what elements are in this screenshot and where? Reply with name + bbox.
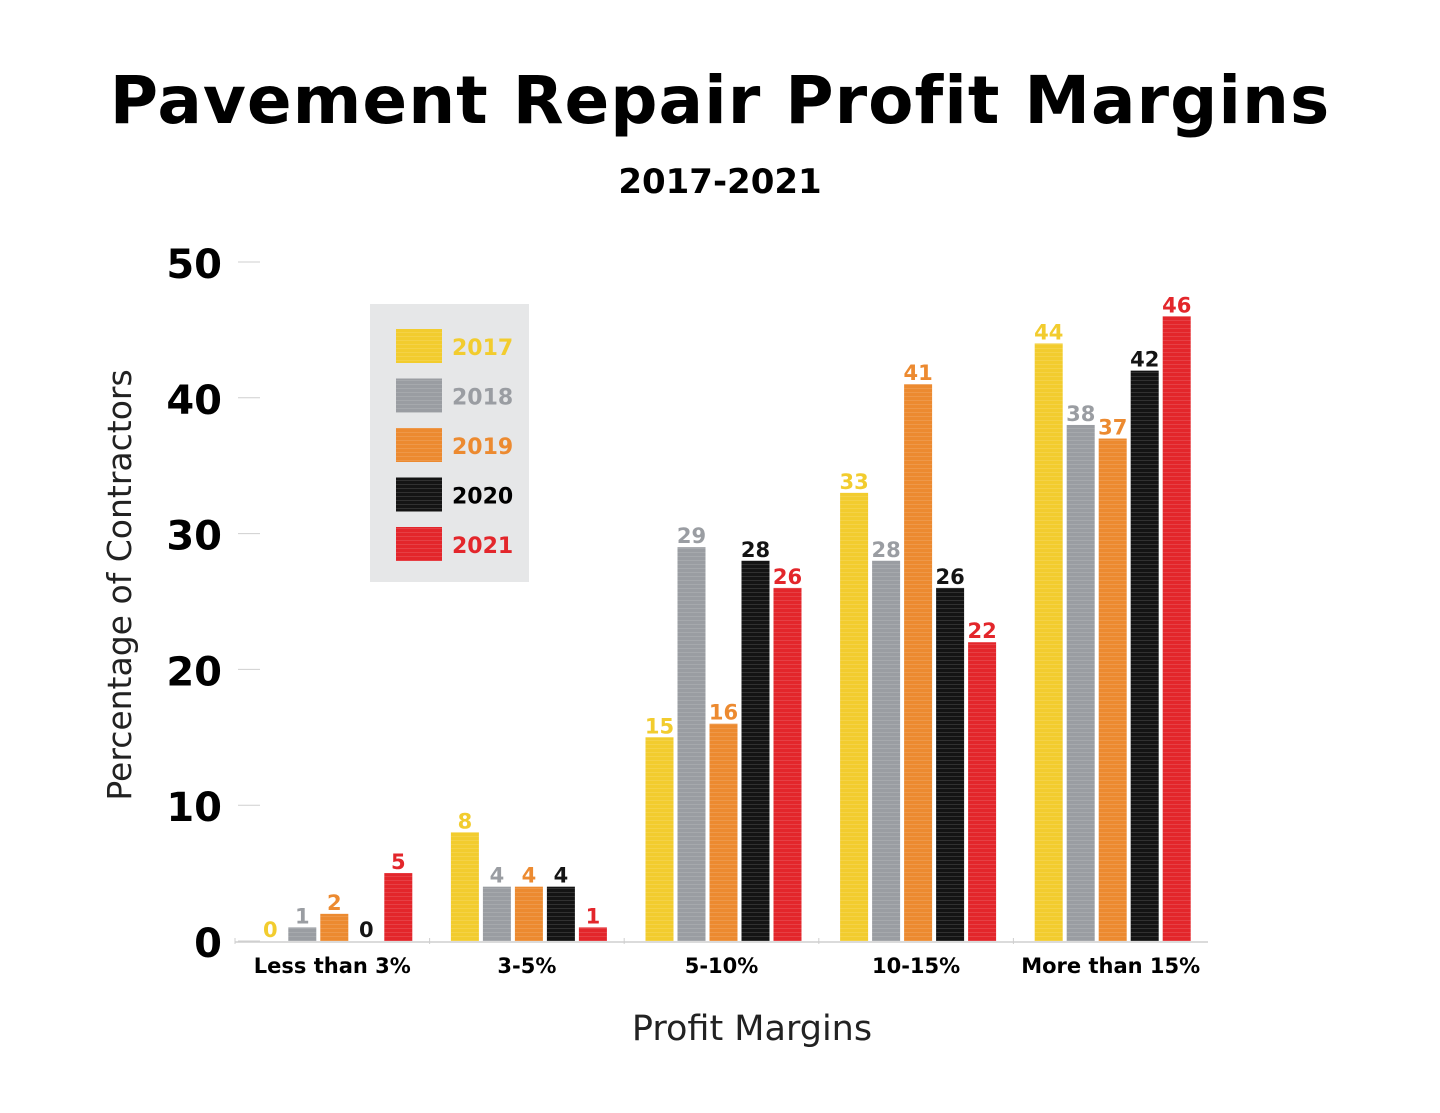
bar-texture-2021 <box>773 587 802 941</box>
bar-texture-2020 <box>1130 370 1159 941</box>
bar-texture-2021 <box>384 873 413 941</box>
data-label: 15 <box>645 714 674 738</box>
data-label: 46 <box>1162 293 1191 317</box>
chart-title: Pavement Repair Profit Margins <box>109 62 1331 139</box>
legend-label-2021: 2021 <box>452 534 513 559</box>
y-tick-label: 50 <box>166 242 222 288</box>
x-tick-label: 10-15% <box>872 954 960 978</box>
data-label: 42 <box>1130 348 1159 372</box>
bar-texture-2018 <box>1066 424 1095 942</box>
bar-texture-2017 <box>840 492 869 941</box>
y-tick-label: 40 <box>166 378 222 424</box>
data-label: 28 <box>871 538 900 562</box>
legend-label-2018: 2018 <box>452 386 513 411</box>
data-label: 41 <box>903 361 932 385</box>
bar-texture-2019 <box>1098 438 1127 941</box>
bar-texture-2018 <box>677 547 706 941</box>
chart-subtitle: 2017-2021 <box>618 162 822 202</box>
legend-label-2020: 2020 <box>452 485 513 510</box>
legend-label-2019: 2019 <box>452 435 513 460</box>
y-tick-label: 10 <box>166 785 222 831</box>
data-label: 26 <box>773 565 802 589</box>
x-tick-label: 3-5% <box>497 954 556 978</box>
data-label: 28 <box>741 538 770 562</box>
bar-texture-2021 <box>1162 316 1191 941</box>
bar-texture-2019 <box>709 723 738 941</box>
legend-swatch-texture <box>396 527 442 561</box>
data-label: 29 <box>677 524 706 548</box>
legend-swatch-texture <box>396 477 442 512</box>
data-label: 22 <box>967 619 996 643</box>
bar-texture-2017 <box>1034 343 1063 942</box>
data-label: 8 <box>458 809 473 833</box>
data-label: 38 <box>1066 402 1095 426</box>
data-label: 33 <box>839 470 868 494</box>
data-label: 44 <box>1034 320 1063 344</box>
bar-texture-2018 <box>288 927 317 941</box>
y-tick-label: 20 <box>166 649 222 695</box>
bar-texture-2020 <box>936 587 965 941</box>
data-label: 5 <box>391 850 406 874</box>
bar-texture-2017 <box>450 832 479 941</box>
bar-texture-2019 <box>904 384 933 942</box>
data-label: 37 <box>1098 416 1127 440</box>
bar-texture-2019 <box>514 886 543 941</box>
x-axis-label: Profit Margins <box>632 1009 872 1049</box>
x-tick-label: More than 15% <box>1021 954 1200 978</box>
data-label: 26 <box>935 565 964 589</box>
bar-texture-2017 <box>645 737 674 941</box>
legend-swatch-texture <box>396 378 442 413</box>
data-label: 2 <box>327 891 342 915</box>
legend-swatch-texture <box>396 329 442 363</box>
data-label: 4 <box>522 864 537 888</box>
data-label: 1 <box>586 904 601 928</box>
bar-texture-2021 <box>578 927 607 941</box>
data-label: 16 <box>709 701 738 725</box>
data-label: 4 <box>490 864 505 888</box>
y-axis-label: Percentage of Contractors <box>100 369 139 800</box>
legend-swatch-texture <box>396 428 442 462</box>
bar-texture-2020 <box>741 560 770 941</box>
x-tick-label: 5-10% <box>685 954 759 978</box>
x-tick-label: Less than 3% <box>254 954 411 978</box>
bar-texture-2020 <box>546 886 575 941</box>
data-label: 1 <box>295 904 310 928</box>
y-tick-label: 0 <box>194 921 222 967</box>
bar-texture-2019 <box>320 913 349 941</box>
legend-label-2017: 2017 <box>452 336 513 361</box>
bar-texture-2018 <box>872 560 901 941</box>
bar-texture-2021 <box>968 642 997 941</box>
y-tick-label: 30 <box>166 514 222 560</box>
data-label: 0 <box>359 918 374 942</box>
data-label: 0 <box>263 918 278 942</box>
data-label: 4 <box>554 864 569 888</box>
bar-texture-2018 <box>482 886 511 941</box>
